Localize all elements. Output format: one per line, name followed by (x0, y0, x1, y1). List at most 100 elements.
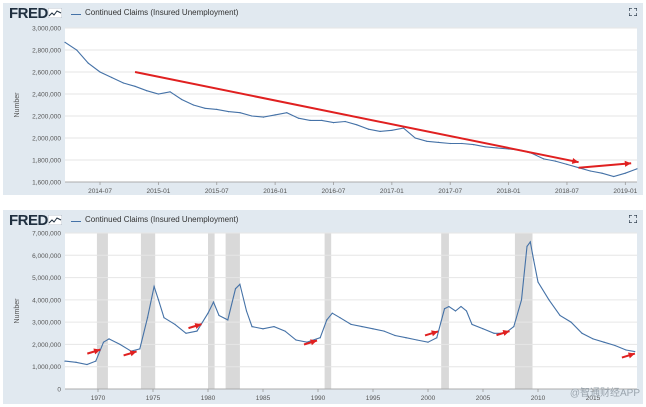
data-point (601, 172, 603, 174)
data-point (394, 334, 396, 337)
fred-logo-graph-icon (48, 8, 62, 18)
data-point (416, 339, 418, 341)
data-point (443, 308, 446, 310)
data-point (297, 117, 300, 119)
data-point (174, 323, 176, 325)
y-tick-label: 5,000,000 (32, 275, 61, 282)
data-point (146, 90, 148, 92)
data-point (251, 326, 253, 328)
data-point (146, 317, 149, 319)
data-point (634, 350, 636, 353)
data-point (332, 122, 335, 124)
y-tick-label: 1,000,000 (32, 364, 61, 371)
data-point (625, 349, 627, 351)
x-tick-label: 2017-01 (380, 188, 404, 195)
fred-logo-graph-icon (48, 215, 62, 225)
fred-logo: FRED (9, 212, 48, 229)
data-point (437, 141, 440, 143)
x-tick-label: 2010 (531, 395, 546, 402)
data-point (350, 323, 352, 325)
data-point (559, 314, 561, 317)
x-tick-label: 2018-07 (555, 188, 579, 195)
data-point (405, 337, 407, 339)
data-point (157, 93, 159, 95)
data-point (319, 337, 321, 339)
recession-band (514, 233, 533, 389)
x-tick-label: 2015-01 (146, 188, 170, 195)
data-point (286, 112, 288, 114)
y-tick-label: 6,000,000 (32, 253, 61, 260)
y-axis-label: Number (14, 92, 21, 118)
data-point (234, 288, 237, 290)
data-point (122, 82, 124, 84)
data-point (548, 299, 550, 301)
data-point (465, 310, 468, 312)
recession-band (140, 233, 156, 389)
data-point (134, 85, 136, 87)
legend-label: Continued Claims (Insured Unemployment) (85, 8, 239, 17)
data-point (227, 319, 229, 321)
legend-swatch (71, 221, 81, 222)
y-tick-label: 2,600,000 (32, 70, 61, 77)
data-point (239, 112, 241, 114)
data-point (64, 360, 66, 362)
data-point (449, 142, 451, 145)
x-tick-label: 2000 (421, 395, 436, 402)
x-tick-label: 2015 (586, 395, 601, 402)
data-point (274, 114, 276, 116)
data-point (119, 343, 121, 346)
data-point (321, 119, 323, 121)
data-point (295, 339, 297, 341)
data-point (493, 332, 495, 334)
x-tick-label: 2016-01 (263, 188, 287, 195)
data-point (566, 163, 568, 165)
plot-area (65, 28, 637, 182)
x-tick-label: 1990 (311, 395, 326, 402)
data-point (592, 338, 594, 340)
chart-svg-top: 1,600,000 1,800,000 2,000,000 2,200,000 2,40… (14, 26, 638, 196)
series-line (64, 41, 638, 178)
data-point (99, 71, 101, 73)
data-point (533, 259, 535, 261)
data-point (543, 158, 545, 160)
trough-arrow (621, 352, 636, 359)
data-point (163, 317, 165, 319)
data-point (64, 41, 66, 43)
data-point (326, 319, 328, 321)
data-point (76, 49, 78, 51)
data-point (402, 127, 405, 129)
data-point (513, 326, 515, 328)
chart-panel-bottom: FRED Continued Claims (Insured Unemploym… (3, 210, 643, 404)
data-point (192, 104, 195, 106)
data-point (589, 170, 591, 172)
recession-band (225, 233, 240, 389)
data-point (196, 330, 198, 332)
data-point (218, 314, 220, 317)
data-point (204, 107, 206, 109)
fred-logo: FRED (9, 5, 48, 22)
data-point (216, 108, 218, 110)
trend-arrow (578, 160, 632, 169)
x-tick-label: 1995 (366, 395, 381, 402)
data-point (169, 91, 171, 93)
data-point (245, 310, 248, 312)
data-point (108, 338, 110, 340)
data-point (157, 299, 160, 301)
recession-band (96, 233, 108, 389)
data-point (436, 337, 438, 339)
data-point (361, 326, 363, 328)
y-tick-label: 2,200,000 (32, 114, 61, 121)
data-point (372, 328, 374, 330)
fullscreen-icon[interactable] (629, 8, 637, 16)
data-point (207, 312, 209, 314)
y-tick-label: 2,000,000 (32, 136, 61, 143)
x-tick-label: 2019-01 (613, 188, 637, 195)
data-point (344, 120, 346, 123)
data-point (75, 361, 77, 363)
data-point (111, 76, 113, 79)
x-tick-label: 1975 (146, 395, 161, 402)
data-point (614, 344, 616, 347)
y-tick-label: 1,800,000 (32, 158, 61, 165)
fullscreen-icon[interactable] (629, 215, 637, 223)
recession-band (441, 233, 449, 389)
